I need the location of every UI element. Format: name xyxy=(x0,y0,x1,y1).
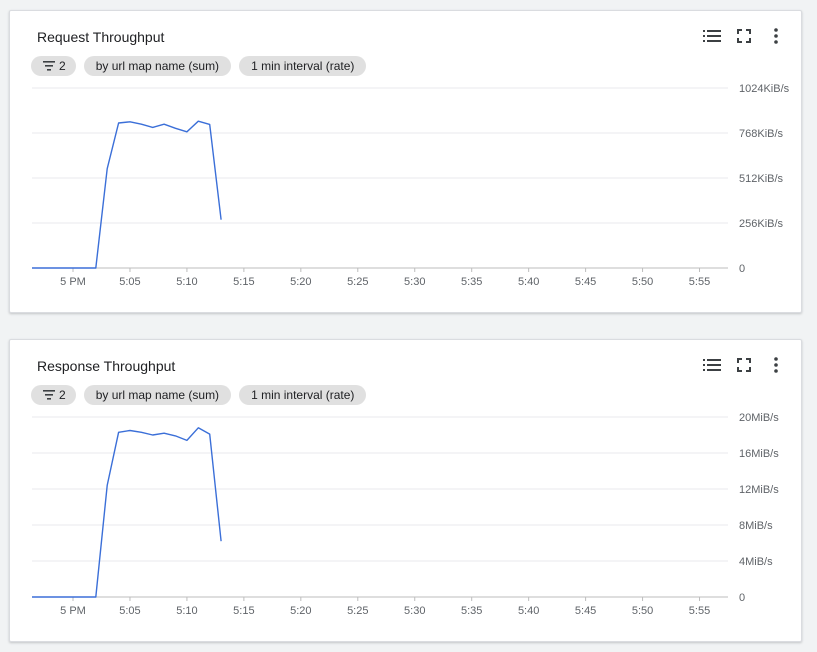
line-chart: 1024KiB/s 768KiB/s 512KiB/s 256KiB/s 0 5 PM 5:… xyxy=(32,83,790,288)
more-vert-icon xyxy=(774,357,778,373)
x-tick-label: 5:45 xyxy=(575,276,596,288)
chart-title: Request Throughput xyxy=(37,29,165,45)
list-icon xyxy=(703,359,721,371)
y-tick-label: 4MiB/s xyxy=(739,556,773,568)
x-tick-label: 5:35 xyxy=(461,605,482,617)
y-tick-label: 8MiB/s xyxy=(739,520,773,532)
x-tick-label: 5:40 xyxy=(518,605,539,617)
fullscreen-button[interactable] xyxy=(733,25,755,47)
x-tick-label: 5:55 xyxy=(689,276,710,288)
group-by-chip[interactable]: by url map name (sum) xyxy=(83,56,232,76)
x-tick-label: 5:25 xyxy=(347,276,368,288)
y-tick-label: 16MiB/s xyxy=(739,448,779,460)
x-tick-label: 5:05 xyxy=(119,605,140,617)
y-tick-label: 1024KiB/s xyxy=(739,83,790,95)
chart-toolbar xyxy=(701,354,787,376)
line-chart: 20MiB/s 16MiB/s 12MiB/s 8MiB/s 4MiB/s 0 5 PM 5:… xyxy=(32,412,779,617)
x-tick-label: 5:25 xyxy=(347,605,368,617)
chart-title: Response Throughput xyxy=(37,358,176,374)
fullscreen-button[interactable] xyxy=(733,354,755,376)
x-tick-label: 5:20 xyxy=(290,276,311,288)
x-tick-label: 5:05 xyxy=(119,276,140,288)
y-tick-label: 256KiB/s xyxy=(739,218,784,230)
filter-chip[interactable]: 2 xyxy=(31,385,76,405)
x-tick-label: 5:30 xyxy=(404,276,425,288)
x-tick-label: 5:40 xyxy=(518,276,539,288)
y-tick-label: 20MiB/s xyxy=(739,412,779,424)
y-tick-label: 512KiB/s xyxy=(739,173,784,185)
legend-toggle-button[interactable] xyxy=(701,25,723,47)
x-tick-label: 5:55 xyxy=(689,605,710,617)
chart-toolbar xyxy=(701,25,787,47)
filter-count: 2 xyxy=(59,59,66,73)
x-tick-label: 5:30 xyxy=(404,605,425,617)
filter-chip[interactable]: 2 xyxy=(31,56,76,76)
series-line xyxy=(32,120,222,269)
filter-icon xyxy=(43,390,55,400)
x-tick-label: 5:10 xyxy=(176,605,197,617)
chip-row: 2 by url map name (sum) 1 min interval (… xyxy=(31,385,367,405)
fullscreen-icon xyxy=(737,29,751,43)
fullscreen-icon xyxy=(737,358,751,372)
more-options-button[interactable] xyxy=(765,25,787,47)
chart-card-request-throughput: Request Throughput 2 by url map name (su… xyxy=(9,10,802,313)
legend-toggle-button[interactable] xyxy=(701,354,723,376)
x-tick-label: 5:20 xyxy=(290,605,311,617)
list-icon xyxy=(703,30,721,42)
x-tick-label: 5:15 xyxy=(233,605,254,617)
x-tick-label: 5:10 xyxy=(176,276,197,288)
group-by-chip[interactable]: by url map name (sum) xyxy=(83,385,232,405)
x-tick-label: 5:35 xyxy=(461,276,482,288)
y-tick-label: 12MiB/s xyxy=(739,484,779,496)
filter-count: 2 xyxy=(59,388,66,402)
series-line xyxy=(32,427,222,598)
more-options-button[interactable] xyxy=(765,354,787,376)
x-tick-label: 5:50 xyxy=(632,605,653,617)
interval-chip[interactable]: 1 min interval (rate) xyxy=(239,56,367,76)
y-tick-label: 0 xyxy=(739,592,745,604)
y-tick-label: 768KiB/s xyxy=(739,128,784,140)
x-tick-label: 5:15 xyxy=(233,276,254,288)
x-tick-label: 5:45 xyxy=(575,605,596,617)
interval-chip[interactable]: 1 min interval (rate) xyxy=(239,385,367,405)
x-tick-label: 5 PM xyxy=(60,605,86,617)
y-tick-label: 0 xyxy=(739,263,745,275)
chart-card-response-throughput: Response Throughput 2 by url map name (s… xyxy=(9,339,802,642)
more-vert-icon xyxy=(774,28,778,44)
x-tick-label: 5 PM xyxy=(60,276,86,288)
x-tick-label: 5:50 xyxy=(632,276,653,288)
filter-icon xyxy=(43,61,55,71)
chip-row: 2 by url map name (sum) 1 min interval (… xyxy=(31,56,367,76)
